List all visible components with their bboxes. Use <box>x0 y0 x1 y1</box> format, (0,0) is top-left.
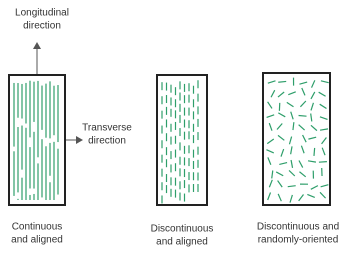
fiber <box>268 157 271 164</box>
arrow-label: direction <box>23 21 61 32</box>
fiber <box>300 101 305 107</box>
fiber <box>278 194 281 201</box>
fiber <box>322 137 327 143</box>
fiber <box>307 194 314 197</box>
fiber <box>268 192 271 199</box>
fiber <box>293 122 294 130</box>
fiber <box>301 146 304 154</box>
box-discontinuous-aligned <box>157 75 207 205</box>
fiber <box>288 92 295 95</box>
fiber <box>272 170 273 178</box>
fiber <box>266 150 273 153</box>
fiber <box>319 162 327 163</box>
fiber <box>311 92 315 99</box>
fiber <box>311 114 312 122</box>
fiber <box>281 149 284 157</box>
fiber <box>278 113 285 117</box>
fiber <box>320 104 327 108</box>
fiber <box>308 137 316 139</box>
fiber <box>276 172 283 176</box>
arrow-label: direction <box>88 136 126 147</box>
caption: Continuous <box>12 222 63 233</box>
fiber <box>287 102 294 106</box>
fiber <box>269 180 272 187</box>
fiber <box>319 92 326 96</box>
fiber <box>267 115 275 118</box>
fibers <box>14 78 329 204</box>
fiber <box>311 125 317 130</box>
caption: and aligned <box>156 237 208 248</box>
fiber <box>269 123 272 131</box>
fiber <box>299 115 307 116</box>
fiber <box>291 160 292 168</box>
fiber <box>311 186 318 190</box>
fiber <box>288 186 296 187</box>
fiber <box>289 170 295 176</box>
fiber <box>299 195 304 201</box>
fiber <box>311 103 313 111</box>
fiber <box>278 181 283 188</box>
fiber <box>299 161 303 168</box>
fiber <box>299 82 307 84</box>
fiber <box>321 185 329 187</box>
fiber <box>321 81 329 83</box>
diagram: Longitudinal direction Transverse direct… <box>0 0 357 273</box>
fiber <box>279 163 287 165</box>
arrow-label: Longitudinal <box>15 8 69 19</box>
fiber <box>314 148 315 156</box>
fiber <box>289 137 291 145</box>
fiber <box>320 117 328 120</box>
fiber <box>267 139 274 144</box>
fiber <box>291 112 293 120</box>
fiber <box>271 90 275 97</box>
fiber <box>312 80 315 87</box>
fiber <box>290 195 292 203</box>
fiber <box>302 88 305 95</box>
fiber <box>277 123 282 129</box>
fiber <box>299 125 305 130</box>
fiber <box>322 148 325 155</box>
caption: Discontinuous <box>151 224 214 235</box>
caption: randomly-oriented <box>258 235 339 246</box>
caption: Discontinuous and <box>257 222 339 233</box>
fiber <box>303 135 307 142</box>
fiber <box>268 81 276 83</box>
fiber <box>299 172 305 177</box>
fiber <box>308 161 316 162</box>
fiber <box>278 92 284 97</box>
fiber <box>278 81 286 82</box>
fiber <box>320 192 326 198</box>
caption: and aligned <box>11 235 63 246</box>
fiber <box>278 135 284 140</box>
arrow-label: Transverse <box>82 123 132 134</box>
fiber <box>291 146 292 154</box>
fiber <box>320 129 328 130</box>
fiber <box>268 102 272 109</box>
